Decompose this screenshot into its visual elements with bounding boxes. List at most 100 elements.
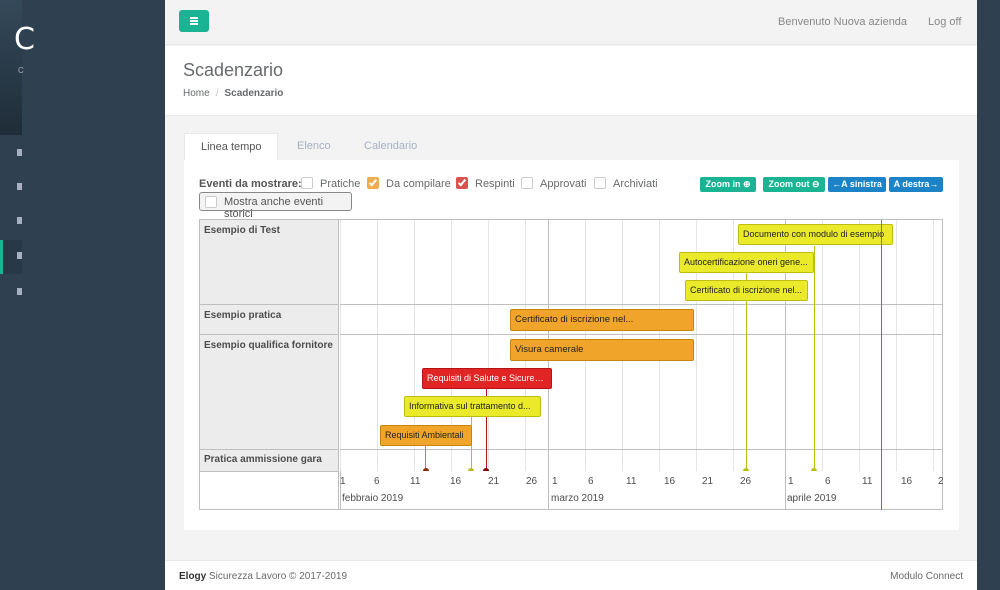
logoff-link[interactable]: Log off <box>928 16 962 28</box>
group-pratica-ammissione-gara: Pratica ammissione gara <box>200 450 339 471</box>
timeline-body: Documento con modulo di esempio Autocert… <box>340 220 943 471</box>
axis-tick: 1 <box>788 476 794 487</box>
axis-tick: 11 <box>626 476 637 487</box>
nav-icon <box>17 149 22 156</box>
footer-left: Elogy Sicurezza Lavoro © 2017-2019 <box>179 571 347 582</box>
axis-tick: 1 <box>340 476 346 487</box>
group-esempio-di-test: Esempio di Test <box>200 220 339 305</box>
checkbox[interactable] <box>367 177 379 189</box>
tab-linea-tempo[interactable]: Linea tempo <box>184 133 278 161</box>
axis-spacer <box>200 471 339 510</box>
breadcrumb-separator: / <box>215 88 219 99</box>
tab-elenco[interactable]: Elenco <box>297 140 331 152</box>
breadcrumb-current: Scadenzario <box>224 88 284 99</box>
timeline-panel: Eventi da mostrare: Pratiche Da compilar… <box>184 160 959 530</box>
check-icon <box>368 177 378 187</box>
footer-right: Modulo Connect <box>890 571 963 582</box>
historic-events-toggle[interactable]: Mostra anche eventi storici <box>199 192 352 220</box>
footer-brand: Elogy <box>179 571 207 582</box>
footer-copyright: Sicurezza Lavoro © 2017-2019 <box>209 571 348 582</box>
group-label: Esempio qualifica fornitore <box>204 340 333 351</box>
logo: C <box>14 22 35 57</box>
sidebar-item-2[interactable] <box>0 171 22 205</box>
filter-approvati-label: Approvati <box>540 178 587 190</box>
checkbox[interactable] <box>456 177 468 189</box>
menu-toggle-button[interactable] <box>179 10 209 32</box>
filters-label: Eventi da mostrare: <box>199 178 302 190</box>
group-label: Pratica ammissione gara <box>204 454 322 465</box>
axis-tick: 11 <box>410 476 421 487</box>
arrow-left-icon: ← <box>832 179 842 189</box>
axis-month: aprile 2019 <box>787 493 837 504</box>
sidebar-item-3[interactable] <box>0 205 22 239</box>
axis-tick: 16 <box>901 476 913 487</box>
group-label: Esempio di Test <box>204 225 280 236</box>
axis-tick: 6 <box>825 476 831 487</box>
checkbox[interactable] <box>301 177 313 189</box>
tab-calendario[interactable]: Calendario <box>364 140 418 152</box>
zoom-out-button[interactable]: Zoom out ⊖ <box>763 177 825 192</box>
footer: Elogy Sicurezza Lavoro © 2017-2019 Modul… <box>165 560 977 590</box>
page-heading: Scadenzario Home / Scadenzario <box>165 46 977 116</box>
axis-tick: 16 <box>450 476 462 487</box>
axis-tick: 21 <box>488 476 500 487</box>
zoom-out-label: Zoom out <box>768 179 810 189</box>
timeline[interactable]: Esempio di Test Esempio pratica Esempio … <box>199 219 943 510</box>
nav-icon <box>17 183 22 190</box>
sidebar: C C <box>0 0 35 590</box>
group-label: Esempio pratica <box>204 310 282 321</box>
timeline-item[interactable]: Certificato di iscrizione nel... <box>685 280 808 301</box>
breadcrumb-home[interactable]: Home <box>183 88 210 99</box>
sidebar-item-1[interactable] <box>0 137 22 171</box>
sidebar-item-5[interactable] <box>0 276 22 310</box>
group-esempio-qualifica-fornitore: Esempio qualifica fornitore <box>200 335 339 450</box>
timeline-item[interactable]: Certificato di iscrizione nel... <box>510 309 694 331</box>
current-time-marker <box>881 220 882 510</box>
timeline-item[interactable]: Documento con modulo di esempio <box>738 224 893 245</box>
filter-pratiche-label: Pratiche <box>320 178 361 190</box>
main-content: Benvenuto Nuova azienda Log off Scadenza… <box>165 0 977 590</box>
nav-icon <box>17 288 22 295</box>
checkbox[interactable] <box>521 177 533 189</box>
timeline-item[interactable]: Requisiti di Salute e Sicurezza <box>422 368 552 389</box>
scroll-right-button[interactable]: A destra→ <box>889 177 943 192</box>
welcome-text: Benvenuto Nuova azienda <box>778 16 908 28</box>
timeline-item[interactable]: Autocertificazione oneri gene... <box>679 252 814 273</box>
axis-tick: 21 <box>702 476 714 487</box>
timeline-group-labels: Esempio di Test Esempio pratica Esempio … <box>200 220 339 471</box>
filter-da-compilare-label: Da compilare <box>386 178 451 190</box>
sidebar-profile: C C <box>0 0 35 135</box>
group-esempio-pratica: Esempio pratica <box>200 305 339 335</box>
axis-tick: 11 <box>862 476 873 487</box>
check-icon <box>457 177 467 187</box>
zoom-in-label: Zoom in <box>705 179 741 189</box>
page-title: Scadenzario <box>183 60 284 80</box>
nav-icon <box>17 252 22 259</box>
axis-tick: 16 <box>664 476 676 487</box>
axis-tick: 1 <box>552 476 558 487</box>
axis-tick: 26 <box>740 476 752 487</box>
axis-tick: 6 <box>588 476 594 487</box>
timeline-item[interactable]: Informativa sul trattamento d... <box>404 396 541 417</box>
zoom-out-icon: ⊖ <box>811 179 820 189</box>
scroll-left-label: A sinistra <box>841 179 882 189</box>
axis-tick: 2 <box>938 476 943 487</box>
logo-subtitle: C <box>18 66 24 75</box>
zoom-in-button[interactable]: Zoom in ⊕ <box>700 177 756 192</box>
filter-archiviati-label: Archiviati <box>613 178 658 190</box>
arrow-right-icon: → <box>929 179 939 189</box>
nav-icon <box>17 217 22 224</box>
timeline-item[interactable]: Requisiti Ambientali <box>380 425 472 446</box>
sidebar-item-4[interactable] <box>0 240 22 274</box>
breadcrumb: Home / Scadenzario <box>183 88 283 99</box>
axis-tick: 26 <box>526 476 538 487</box>
historic-events-label: Mostra anche eventi storici <box>224 196 324 220</box>
zoom-in-icon: ⊕ <box>742 179 751 189</box>
axis-month: febbraio 2019 <box>342 493 404 504</box>
filter-respinti-label: Respinti <box>475 178 515 190</box>
checkbox[interactable] <box>594 177 606 189</box>
scroll-left-button[interactable]: ←A sinistra <box>828 177 886 192</box>
scroll-right-label: A destra <box>893 179 930 189</box>
timeline-item[interactable]: Visura camerale <box>510 339 694 361</box>
checkbox[interactable] <box>205 196 217 208</box>
